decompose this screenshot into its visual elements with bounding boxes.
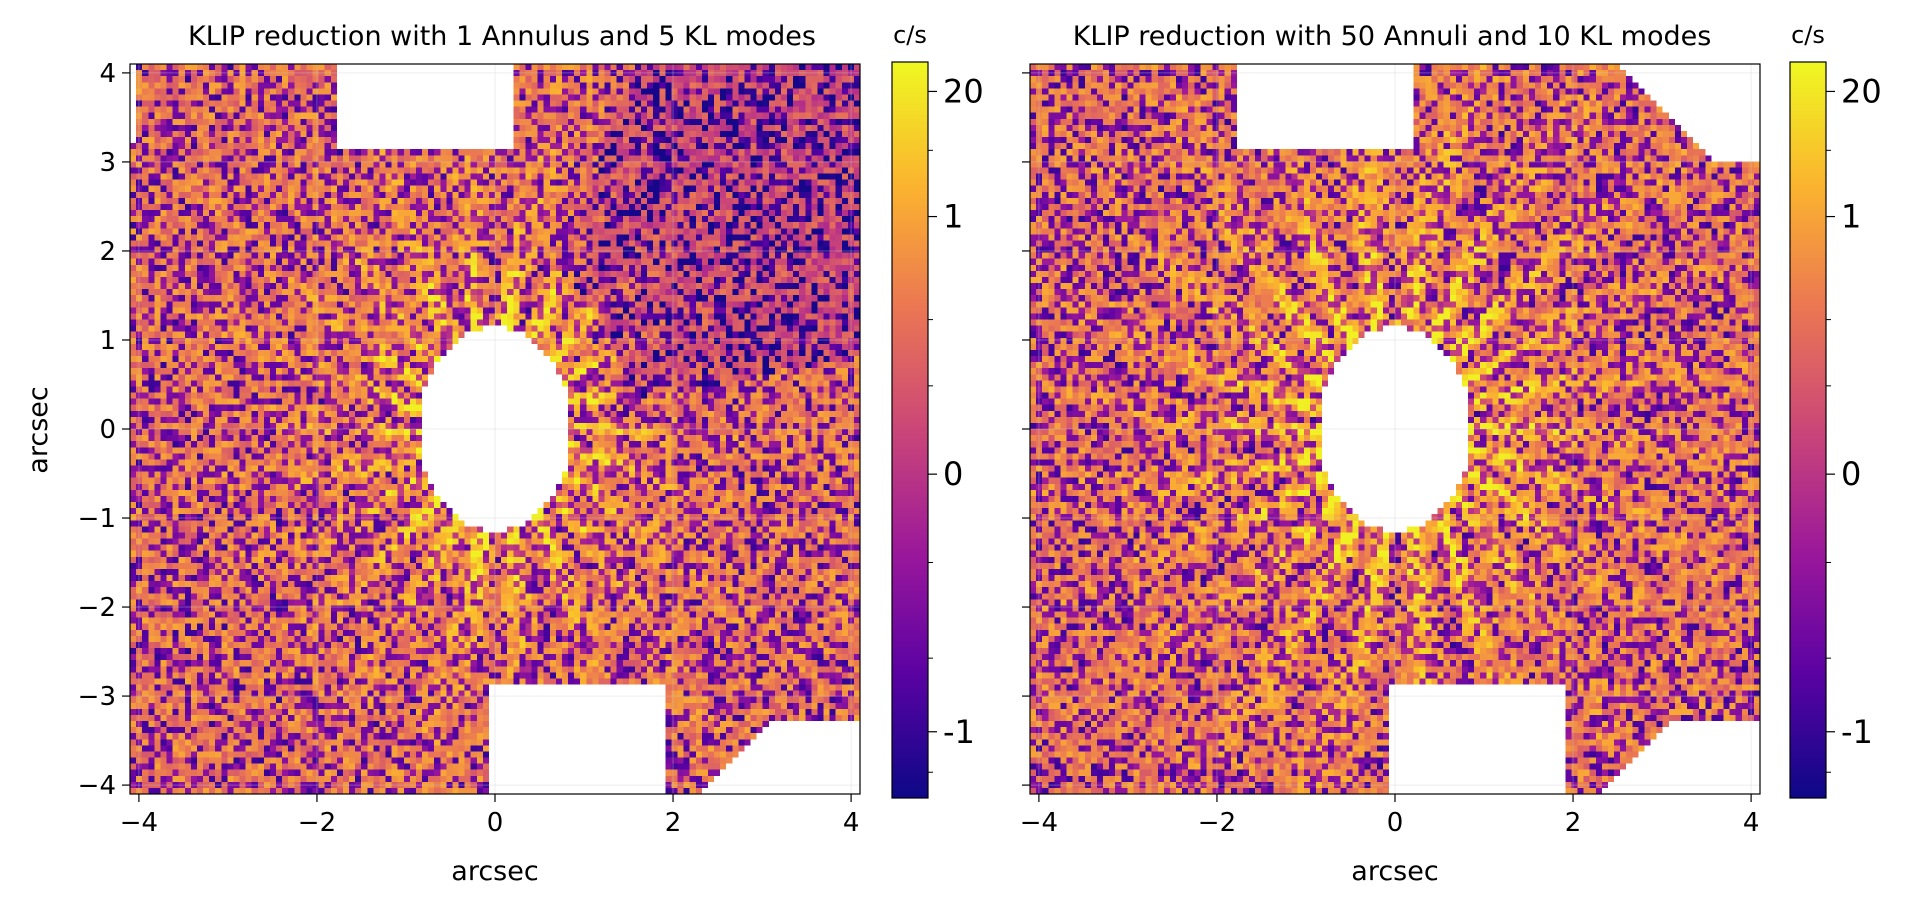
x-tick-label: 2 <box>1565 808 1582 838</box>
panel-1-heatmap <box>130 64 860 794</box>
panel-2-colorbar-gradient <box>1789 61 1827 799</box>
panel-2-title: KLIP reduction with 50 Annuli and 10 KL … <box>1073 21 1712 52</box>
y-tick-label: 1 <box>99 326 116 356</box>
panel-2-x-ticks: −4 −2 0 2 4 <box>1020 794 1760 838</box>
panel-2-colorbar-ticks: -1 0 1 20 <box>1826 72 1882 773</box>
panel-1-ylabel: arcsec <box>23 386 54 473</box>
y-tick-label: −1 <box>78 504 116 534</box>
colorbar-tick-label: 20 <box>943 72 984 110</box>
x-tick-label: −2 <box>1198 808 1236 838</box>
panel-2-colorbar: c/s -1 0 1 20 <box>1789 21 1882 799</box>
colorbar-tick-label: 20 <box>1841 72 1882 110</box>
x-tick-label: 4 <box>843 808 860 838</box>
heatmap-image <box>1030 64 1760 794</box>
x-tick-label: −4 <box>1020 808 1058 838</box>
heatmap-image <box>130 64 860 794</box>
x-tick-label: 4 <box>1743 808 1760 838</box>
colorbar-tick-label: -1 <box>943 713 975 751</box>
panel-1-xlabel: arcsec <box>451 856 538 887</box>
panel-2: KLIP reduction with 50 Annuli and 10 KL … <box>1020 21 1761 887</box>
panel-2-colorbar-unit: c/s <box>1791 21 1825 49</box>
x-tick-label: 0 <box>1387 808 1404 838</box>
panel-2-heatmap <box>1030 64 1760 794</box>
panel-2-gridlines <box>1030 64 1760 794</box>
panel-1-gridlines <box>130 64 860 794</box>
y-tick-label: 4 <box>99 59 116 89</box>
panel-1-colorbar-ticks: -1 0 1 20 <box>928 72 984 773</box>
y-tick-label: −4 <box>78 771 116 801</box>
panel-2-xlabel: arcsec <box>1351 856 1438 887</box>
colorbar-tick-label: -1 <box>1841 713 1873 751</box>
y-tick-label: 2 <box>99 237 116 267</box>
colorbar-tick-label: 0 <box>1841 455 1861 493</box>
panel-1-x-ticks: −4 −2 0 2 4 <box>120 794 860 838</box>
colorbar-tick-label: 1 <box>1841 198 1861 236</box>
x-tick-label: −4 <box>120 808 158 838</box>
y-tick-label: −2 <box>78 593 116 623</box>
panel-2-y-ticks <box>1022 72 1030 786</box>
panel-1-colorbar: c/s -1 0 1 20 <box>891 21 984 799</box>
panel-1-colorbar-unit: c/s <box>893 21 927 49</box>
y-tick-label: 3 <box>99 148 116 178</box>
colorbar-tick-label: 0 <box>943 455 963 493</box>
panel-1-y-ticks: −4 −3 −2 −1 0 1 2 3 4 <box>78 59 130 801</box>
panel-1-title: KLIP reduction with 1 Annulus and 5 KL m… <box>188 21 816 52</box>
y-tick-label: 0 <box>99 415 116 445</box>
x-tick-label: −2 <box>298 808 336 838</box>
x-tick-label: 2 <box>665 808 682 838</box>
colorbar-tick-label: 1 <box>943 198 963 236</box>
panel-1: KLIP reduction with 1 Annulus and 5 KL m… <box>23 21 861 887</box>
y-tick-label: −3 <box>78 682 116 712</box>
panel-1-colorbar-gradient <box>891 61 929 799</box>
x-tick-label: 0 <box>487 808 504 838</box>
